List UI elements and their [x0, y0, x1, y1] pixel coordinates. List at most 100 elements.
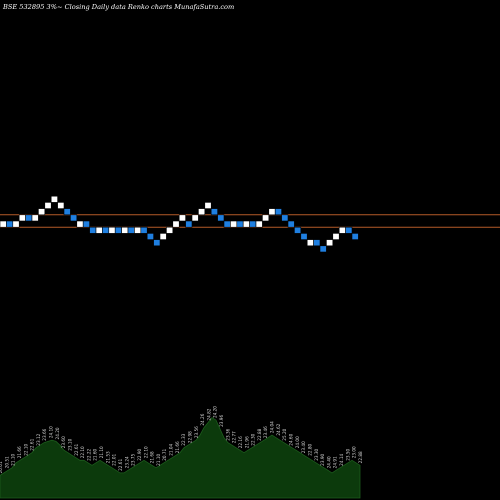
volume-label: 24.26: [200, 413, 205, 425]
volume-label: 23.24: [124, 456, 129, 468]
volume-label: 22.61: [74, 443, 79, 455]
down-brick: [281, 214, 289, 222]
up-brick: [178, 214, 186, 222]
volume-label: 24.20: [55, 427, 60, 439]
down-brick: [127, 226, 135, 234]
down-brick: [185, 220, 193, 228]
volume-label: 21.53: [105, 451, 110, 463]
up-brick: [121, 226, 129, 234]
volume-label: 23.00: [352, 446, 357, 458]
down-brick: [89, 226, 97, 234]
volume-label: 22.80: [307, 443, 312, 455]
volume-label: 23.96: [219, 415, 224, 427]
up-brick: [332, 233, 340, 240]
up-brick: [306, 239, 314, 247]
down-brick: [274, 208, 282, 216]
down-brick: [217, 214, 225, 222]
up-brick: [134, 226, 142, 234]
down-brick: [236, 220, 244, 228]
volume-label: 22.98: [187, 431, 192, 443]
down-brick: [25, 214, 33, 222]
up-brick: [204, 202, 212, 209]
volume-label: 21.60: [93, 448, 98, 460]
volume-label: 22.10: [80, 446, 85, 458]
down-brick: [114, 226, 122, 234]
down-brick: [146, 233, 154, 240]
down-brick: [313, 239, 321, 247]
volume-label: 21.10: [99, 446, 104, 458]
down-brick: [6, 220, 14, 228]
volume-label: 23.30: [314, 448, 319, 460]
volume-label: 21.68: [150, 451, 155, 463]
volume-label: 22.90: [137, 448, 142, 460]
up-brick: [12, 220, 20, 228]
volume-label: 24.91: [333, 456, 338, 468]
volume-label: 22.01: [112, 454, 117, 466]
down-brick: [300, 233, 308, 240]
volume-label: 24.62: [276, 423, 281, 435]
up-brick: [262, 214, 270, 222]
volume-label: 23.10: [67, 438, 72, 450]
volume-label: 21.96: [244, 436, 249, 448]
down-brick: [210, 208, 218, 216]
volume-label: 23.50: [345, 448, 350, 460]
volume-label: 23.12: [36, 433, 41, 445]
volume-label: 24.10: [49, 426, 54, 438]
volume-label: 22.88: [358, 451, 363, 463]
down-brick: [82, 220, 90, 228]
up-brick: [38, 208, 46, 216]
up-brick: [159, 233, 167, 240]
volume-label: 21.10: [11, 454, 16, 466]
volume-label: 24.60: [289, 433, 294, 445]
down-brick: [287, 220, 295, 228]
up-brick: [255, 220, 263, 228]
up-brick: [172, 220, 180, 228]
volume-label: 23.40: [301, 441, 306, 453]
volume-label: 22.10: [23, 443, 28, 455]
volume-label: 22.61: [30, 438, 35, 450]
volume-label: 22.33: [181, 433, 186, 445]
volume-label: 20.51: [4, 456, 9, 468]
volume-label: 23.75: [131, 454, 136, 466]
volume-label: 23.60: [61, 436, 66, 448]
up-brick: [57, 202, 65, 209]
volume-label: 23.66: [42, 428, 47, 440]
volume-label: 20.01: [0, 461, 3, 473]
up-brick: [31, 214, 39, 222]
down-brick: [345, 226, 353, 234]
up-brick: [18, 214, 26, 222]
volume-label: 23.36: [225, 428, 230, 440]
volume-label: 25.20: [282, 428, 287, 440]
renko-bricks: [0, 195, 359, 253]
up-brick: [44, 202, 52, 209]
up-brick: [50, 195, 58, 203]
down-brick: [70, 214, 78, 222]
up-brick: [108, 226, 116, 234]
volume-label: 24.82: [206, 408, 211, 420]
down-brick: [294, 226, 302, 234]
volume-label: 22.88: [257, 428, 262, 440]
volume-label: 24.04: [270, 421, 275, 433]
volume-label: 24.14: [339, 454, 344, 466]
up-brick: [338, 226, 346, 234]
volume-label: 20.71: [162, 448, 167, 460]
up-brick: [191, 214, 199, 222]
down-brick: [319, 245, 327, 253]
up-brick: [230, 220, 238, 228]
volume-label: 24.40: [326, 456, 331, 468]
volume-label: 22.16: [238, 436, 243, 448]
volume-area: [0, 416, 361, 499]
down-brick: [223, 220, 231, 228]
volume-label: 23.46: [263, 426, 268, 438]
down-brick: [249, 220, 257, 228]
volume-label: 22.22: [86, 448, 91, 460]
chart-title: BSE 532895 3%~ Closing Daily data Renko …: [3, 3, 235, 11]
up-brick: [326, 239, 334, 247]
up-brick: [166, 226, 174, 234]
volume-label: 23.56: [194, 426, 199, 438]
up-brick: [242, 220, 250, 228]
up-brick: [0, 220, 7, 228]
down-brick: [140, 226, 148, 234]
volume-label: 22.10: [143, 446, 148, 458]
